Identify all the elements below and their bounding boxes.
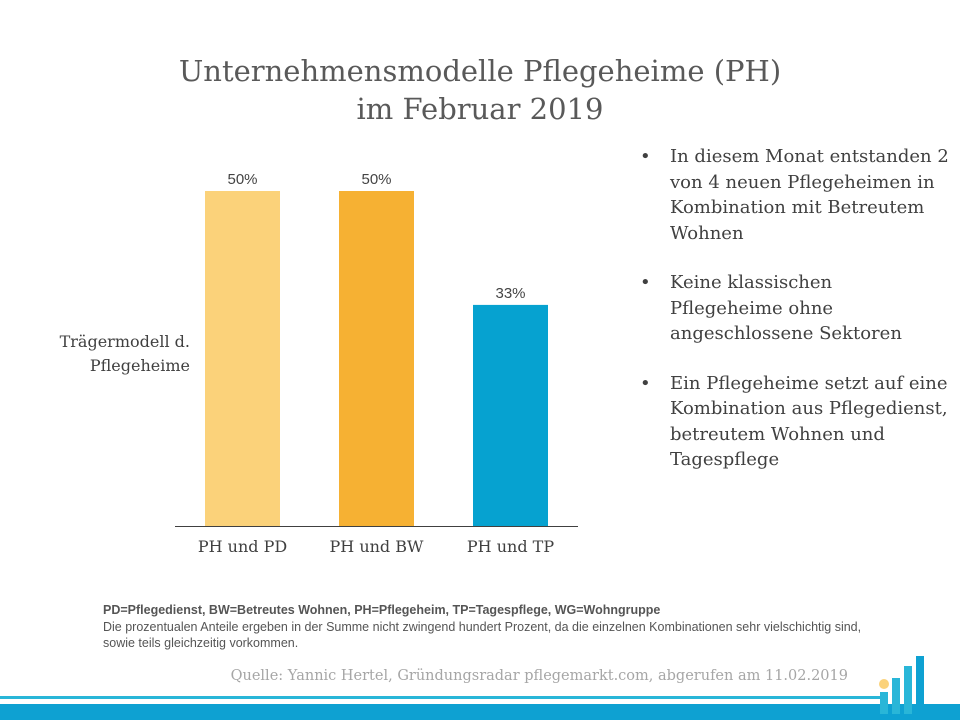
logo-bar — [892, 678, 900, 714]
chart-title: Unternehmensmodelle Pflegeheime (PH) im … — [0, 52, 960, 128]
finding-text: Ein Pflegeheime setzt auf eine Kombinati… — [670, 372, 948, 471]
data-label: 50% — [361, 171, 391, 188]
footnote: PD=Pflegedienst, BW=Betreutes Wohnen, PH… — [103, 602, 893, 652]
data-label: 33% — [495, 285, 525, 302]
footnote-note: Die prozentualen Anteile ergeben in der … — [103, 619, 862, 651]
bullet-icon: • — [640, 146, 651, 167]
finding-item: • In diesem Monat entstanden 2 von 4 neu… — [640, 144, 950, 246]
x-tick-label: PH und PD — [198, 537, 287, 556]
y-axis-label: Trägermodell d. Pflegeheime — [30, 330, 190, 378]
key-findings-list: • In diesem Monat entstanden 2 von 4 neu… — [640, 144, 950, 497]
logo-bar — [904, 666, 912, 714]
finding-text: Keine klassischen Pflegeheime ohne anges… — [670, 272, 902, 344]
chart-title-line-2: im Februar 2019 — [356, 92, 604, 126]
abbreviations-legend: PD=Pflegedienst, BW=Betreutes Wohnen, PH… — [103, 603, 661, 617]
source-citation: Quelle: Yannic Hertel, Gründungsradar pf… — [230, 668, 848, 684]
bar-chart-logo-icon — [879, 656, 924, 714]
bar — [473, 304, 548, 526]
finding-item: • Keine klassischen Pflegeheime ohne ang… — [640, 270, 950, 347]
finding-item: • Ein Pflegeheime setzt auf eine Kombina… — [640, 371, 950, 473]
logo-bar — [880, 692, 888, 714]
footer-band — [0, 704, 960, 720]
finding-text: In diesem Monat entstanden 2 von 4 neuen… — [670, 146, 949, 244]
bullet-icon: • — [640, 272, 651, 293]
y-axis-label-line-1: Trägermodell d. — [59, 332, 190, 351]
footer-divider — [0, 696, 880, 699]
chart-title-line-1: Unternehmensmodelle Pflegeheime (PH) — [178, 54, 782, 88]
bar — [205, 191, 280, 526]
y-axis-label-line-2: Pflegeheime — [89, 356, 190, 375]
x-tick-label: PH und BW — [330, 537, 425, 556]
x-tick-label: PH und TP — [467, 537, 554, 556]
logo-dot — [879, 679, 889, 689]
bullet-icon: • — [640, 372, 651, 394]
bar — [339, 191, 414, 526]
data-label: 50% — [227, 171, 257, 188]
logo-bar — [916, 656, 924, 714]
